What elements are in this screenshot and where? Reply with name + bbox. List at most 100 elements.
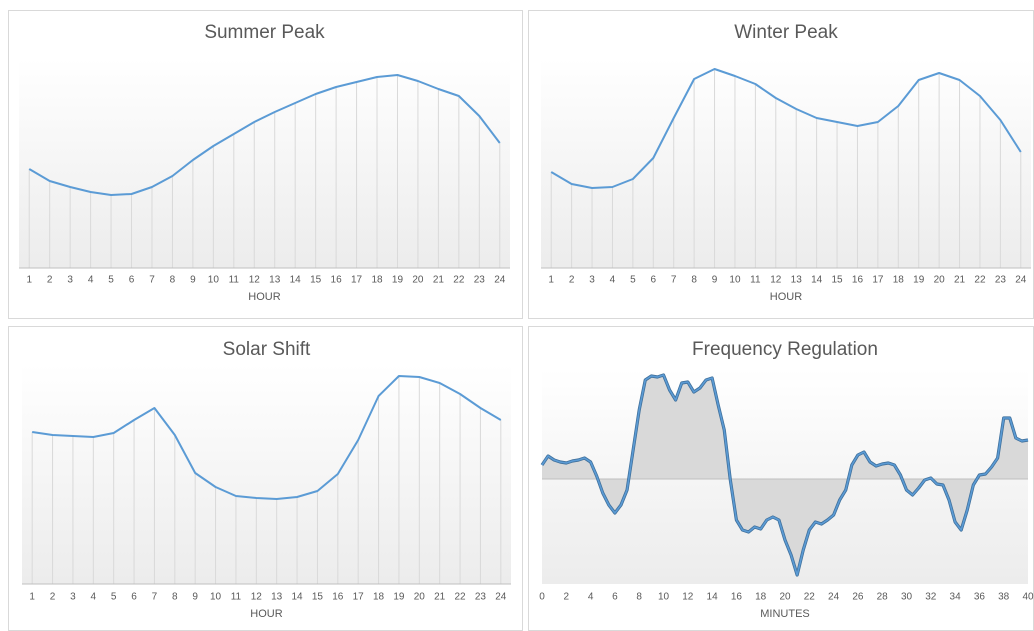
x-tick-label: 38 <box>998 592 1010 603</box>
x-tick-label: 24 <box>495 592 507 603</box>
x-tick-label: 3 <box>589 275 595 286</box>
x-tick-label: 0 <box>539 592 545 603</box>
x-tick-label: 20 <box>779 592 791 603</box>
line <box>550 68 1022 189</box>
x-tick-label: 16 <box>332 592 344 603</box>
x-tick-label: 10 <box>208 275 220 286</box>
x-tick-label: 30 <box>901 592 913 603</box>
x-tick-label: 28 <box>877 592 889 603</box>
x-tick-label: 7 <box>149 275 155 286</box>
x-axis-title: HOUR <box>250 608 282 620</box>
x-tick-label: 9 <box>192 592 198 603</box>
x-tick-label: 10 <box>729 275 741 286</box>
x-tick-label: 17 <box>353 592 365 603</box>
x-tick-label: 6 <box>612 592 618 603</box>
x-tick-label: 3 <box>70 592 76 603</box>
x-tick-label: 2 <box>47 275 53 286</box>
x-tick-label: 11 <box>231 592 242 603</box>
x-tick-label: 11 <box>750 275 761 286</box>
x-tick-label: 18 <box>373 592 385 603</box>
chart-title: Solar Shift <box>223 339 311 360</box>
x-tick-label: 5 <box>108 275 114 286</box>
x-tick-label: 22 <box>974 275 986 286</box>
x-tick-label: 8 <box>170 275 176 286</box>
x-tick-label: 40 <box>1022 592 1034 603</box>
x-tick-label: 10 <box>210 592 222 603</box>
x-tick-label: 13 <box>271 592 283 603</box>
x-tick-label: 13 <box>269 275 281 286</box>
x-tick-label: 9 <box>190 275 196 286</box>
x-tick-label: 4 <box>88 275 94 286</box>
plot-background <box>22 364 511 584</box>
x-tick-label: 18 <box>893 275 905 286</box>
x-tick-label: 19 <box>913 275 925 286</box>
x-tick-label: 6 <box>131 592 137 603</box>
x-tick-label: 15 <box>831 275 843 286</box>
x-tick-label: 8 <box>172 592 178 603</box>
x-tick-label: 17 <box>872 275 884 286</box>
x-tick-label: 18 <box>371 275 383 286</box>
x-tick-label: 12 <box>682 592 694 603</box>
plot-background <box>19 58 510 268</box>
x-tick-label: 2 <box>564 592 570 603</box>
x-tick-label: 19 <box>392 275 404 286</box>
x-tick-label: 12 <box>251 592 263 603</box>
x-tick-label: 18 <box>755 592 767 603</box>
x-tick-label: 1 <box>548 275 554 286</box>
x-tick-label: 16 <box>852 275 864 286</box>
x-tick-label: 4 <box>588 592 594 603</box>
x-tick-label: 15 <box>310 275 322 286</box>
x-tick-label: 13 <box>791 275 803 286</box>
x-tick-label: 10 <box>658 592 670 603</box>
x-tick-label: 6 <box>651 275 657 286</box>
x-tick-label: 8 <box>691 275 697 286</box>
x-axis-title: HOUR <box>248 291 280 303</box>
x-tick-label: 20 <box>934 275 946 286</box>
x-tick-label: 16 <box>731 592 743 603</box>
x-tick-label: 32 <box>925 592 937 603</box>
line <box>541 374 1029 576</box>
x-tick-label: 23 <box>475 592 487 603</box>
x-tick-label: 4 <box>91 592 97 603</box>
x-tick-label: 6 <box>129 275 135 286</box>
x-tick-label: 2 <box>569 275 575 286</box>
x-tick-label: 20 <box>414 592 426 603</box>
plot-background <box>542 369 1028 584</box>
x-tick-label: 5 <box>630 275 636 286</box>
x-tick-label: 11 <box>229 275 240 286</box>
x-tick-label: 24 <box>1015 275 1027 286</box>
x-tick-label: 22 <box>455 592 467 603</box>
x-axis-title: HOUR <box>770 291 802 303</box>
x-tick-label: 21 <box>434 592 446 603</box>
chart-title: Winter Peak <box>734 22 838 43</box>
x-tick-label: 26 <box>852 592 864 603</box>
x-tick-label: 20 <box>412 275 424 286</box>
x-tick-label: 19 <box>393 592 405 603</box>
x-tick-label: 3 <box>67 275 73 286</box>
x-tick-label: 12 <box>249 275 261 286</box>
line <box>32 375 502 500</box>
x-tick-label: 1 <box>26 275 32 286</box>
x-tick-label: 9 <box>712 275 718 286</box>
x-tick-label: 21 <box>433 275 445 286</box>
x-tick-label: 24 <box>494 275 506 286</box>
x-tick-label: 12 <box>770 275 782 286</box>
x-tick-label: 14 <box>811 275 823 286</box>
x-tick-label: 23 <box>474 275 486 286</box>
x-tick-label: 4 <box>610 275 616 286</box>
x-tick-label: 15 <box>312 592 324 603</box>
x-tick-label: 21 <box>954 275 966 286</box>
x-tick-label: 22 <box>453 275 465 286</box>
chart-title: Frequency Regulation <box>692 339 878 360</box>
x-tick-label: 14 <box>707 592 719 603</box>
x-tick-label: 8 <box>636 592 642 603</box>
x-tick-label: 14 <box>292 592 304 603</box>
x-tick-label: 17 <box>351 275 363 286</box>
chart-title: Summer Peak <box>204 22 325 43</box>
x-tick-label: 16 <box>331 275 343 286</box>
x-tick-label: 7 <box>152 592 158 603</box>
x-tick-label: 23 <box>995 275 1007 286</box>
x-tick-label: 34 <box>950 592 962 603</box>
x-tick-label: 5 <box>111 592 117 603</box>
